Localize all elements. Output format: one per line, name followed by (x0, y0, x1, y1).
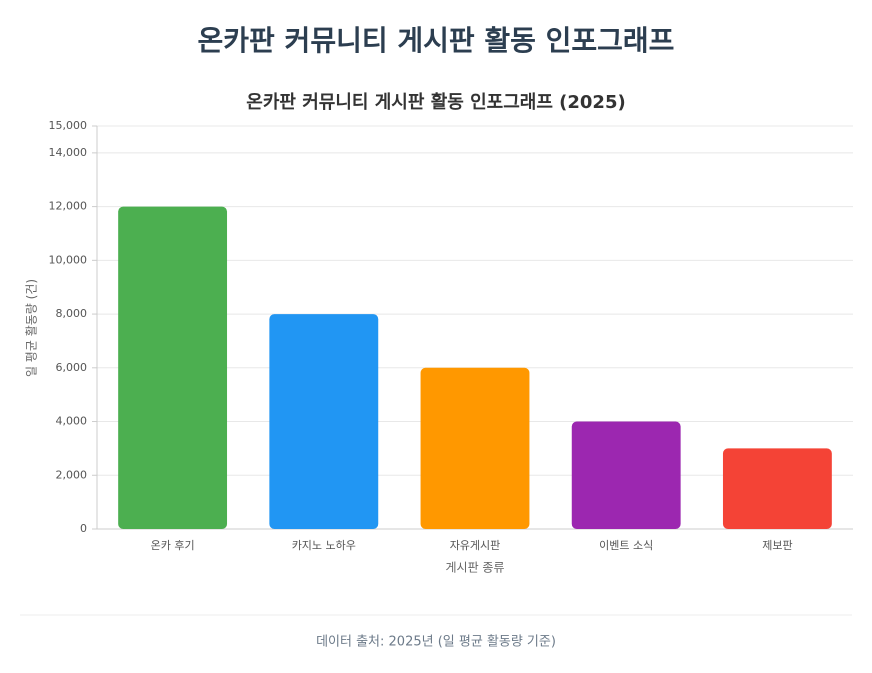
y-tick-label: 12,000 (49, 200, 88, 213)
y-tick-label: 0 (80, 522, 87, 535)
y-tick-label: 15,000 (49, 119, 88, 132)
y-axis-label: 일 평균 활동량 (건) (25, 279, 39, 377)
x-tick-label: 제보판 (762, 539, 792, 552)
bar (118, 206, 228, 529)
y-tick-label: 14,000 (49, 146, 88, 159)
x-axis-label: 게시판 종류 (445, 561, 504, 575)
footer: 데이터 출처: 2025년 (일 평균 활동량 기준) (316, 635, 556, 650)
bar (269, 314, 379, 529)
y-tick-label: 4,000 (56, 415, 88, 428)
y-tick-label: 6,000 (56, 361, 88, 374)
bar (571, 421, 681, 529)
x-tick-label: 온카 후기 (151, 539, 195, 552)
page-title: 온카판 커뮤니티 게시판 활동 인포그래프 (198, 24, 675, 57)
x-tick-label: 카지노 노하우 (292, 538, 356, 552)
bar (420, 367, 530, 529)
chart-title: 온카판 커뮤니티 게시판 활동 인포그래프 (2025) (246, 92, 625, 113)
x-tick-label: 자유게시판 (450, 539, 501, 552)
y-tick-label: 10,000 (49, 253, 88, 266)
y-tick-label: 2,000 (56, 468, 88, 481)
x-tick-label: 이벤트 소식 (599, 539, 653, 552)
bar (722, 448, 832, 529)
y-tick-label: 8,000 (56, 307, 88, 320)
